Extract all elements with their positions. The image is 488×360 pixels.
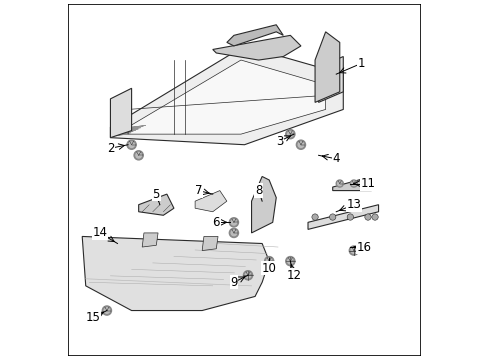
Polygon shape (212, 35, 300, 60)
Circle shape (104, 308, 109, 313)
Circle shape (364, 180, 371, 187)
Text: 12: 12 (286, 269, 301, 282)
Polygon shape (202, 237, 218, 251)
Polygon shape (110, 46, 343, 145)
Circle shape (127, 140, 136, 149)
Circle shape (346, 214, 353, 220)
Circle shape (129, 142, 134, 148)
Circle shape (296, 140, 305, 149)
Text: 2: 2 (106, 142, 114, 155)
Circle shape (371, 214, 377, 220)
Circle shape (350, 248, 356, 253)
Polygon shape (195, 190, 226, 212)
Polygon shape (128, 60, 325, 134)
Text: 16: 16 (356, 240, 371, 253)
Circle shape (351, 181, 355, 186)
Circle shape (298, 142, 303, 148)
Polygon shape (307, 205, 378, 229)
Circle shape (245, 273, 250, 278)
Circle shape (266, 258, 271, 264)
Text: 4: 4 (332, 152, 339, 165)
Text: 9: 9 (230, 276, 237, 289)
Polygon shape (110, 88, 131, 138)
Polygon shape (142, 233, 158, 247)
Circle shape (102, 306, 111, 315)
Circle shape (337, 181, 341, 186)
Circle shape (264, 257, 273, 266)
Text: 10: 10 (261, 262, 276, 275)
Text: 14: 14 (92, 226, 107, 239)
Circle shape (348, 246, 358, 255)
Polygon shape (332, 176, 374, 190)
Circle shape (349, 180, 357, 187)
Circle shape (285, 130, 294, 139)
Polygon shape (139, 194, 174, 215)
Polygon shape (318, 57, 343, 102)
Circle shape (287, 131, 292, 137)
Circle shape (136, 153, 141, 158)
Polygon shape (226, 25, 283, 46)
Text: 3: 3 (276, 135, 283, 148)
Circle shape (231, 220, 236, 225)
Text: 13: 13 (346, 198, 361, 211)
Circle shape (231, 230, 236, 236)
Text: 15: 15 (85, 311, 100, 324)
Text: 5: 5 (152, 188, 160, 201)
Text: 1: 1 (356, 57, 364, 70)
Circle shape (229, 228, 238, 238)
Text: 7: 7 (195, 184, 202, 197)
Circle shape (287, 258, 292, 264)
Polygon shape (82, 237, 269, 311)
Circle shape (243, 271, 252, 280)
Text: 8: 8 (254, 184, 262, 197)
Polygon shape (314, 32, 339, 102)
Circle shape (285, 257, 294, 266)
Circle shape (364, 214, 370, 220)
Polygon shape (251, 176, 276, 233)
Circle shape (311, 214, 318, 220)
Text: 6: 6 (212, 216, 220, 229)
Circle shape (365, 181, 369, 186)
Circle shape (336, 180, 343, 187)
Circle shape (329, 214, 335, 220)
Circle shape (134, 151, 143, 160)
Circle shape (229, 218, 238, 227)
Text: 11: 11 (360, 177, 375, 190)
